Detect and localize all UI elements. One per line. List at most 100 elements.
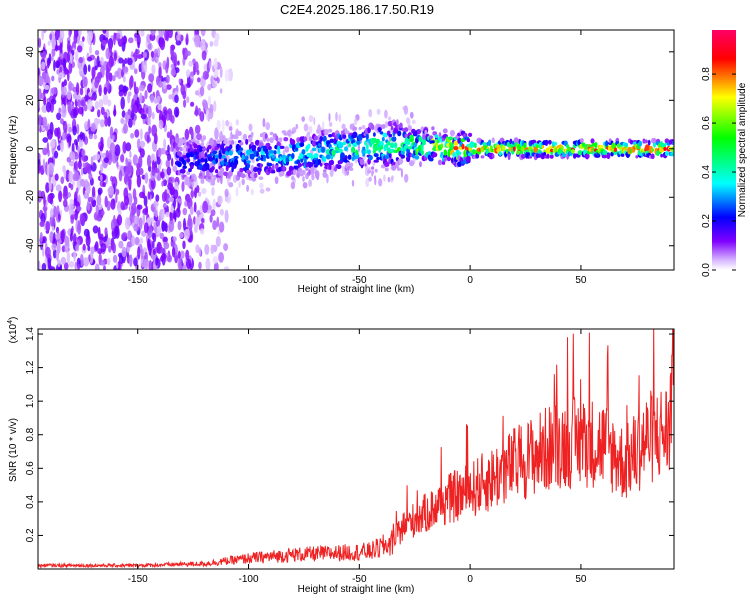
spectrogram-noise-cell — [56, 127, 61, 140]
spectrogram-noise-cell — [145, 205, 149, 215]
spectrogram-ridge-cell — [207, 145, 212, 150]
spectrogram-ridge-cell — [414, 155, 420, 160]
spectrogram-y-tick-label: -40 — [25, 238, 36, 253]
spectrogram-noise-cell — [87, 64, 91, 72]
spectrogram-noise-cell — [77, 160, 82, 170]
spectrogram-noise-cell — [80, 214, 86, 226]
spectrogram-noise-cell — [308, 125, 313, 134]
spectrogram-ridge-cell — [428, 157, 434, 162]
spectrogram-noise-cell — [98, 99, 104, 109]
spectrogram-ridge-cell — [417, 129, 421, 135]
spectrogram-noise-cell — [199, 86, 205, 97]
spectrogram-noise-cell — [78, 106, 84, 115]
spectrogram-ridge-cell — [273, 150, 277, 155]
spectrogram-noise-cell — [156, 243, 161, 252]
snr-x-tick-label: -50 — [352, 574, 367, 585]
spectrogram-noise-cell — [108, 185, 114, 196]
snr-y-tick-label: 0.4 — [25, 494, 36, 508]
spectrogram-noise-cell — [77, 222, 82, 235]
spectrogram-noise-cell — [45, 101, 52, 113]
spectrogram-noise-cell — [357, 143, 361, 153]
spectrogram-noise-cell — [59, 209, 63, 216]
spectrogram-noise-cell — [159, 37, 166, 51]
spectrogram-noise-cell — [77, 45, 83, 53]
spectrogram-ridge-cell — [349, 162, 354, 167]
snr-y-tick-label: 0.8 — [25, 427, 36, 441]
spectrogram-noise-cell — [47, 40, 51, 46]
spectrogram-noise-cell — [94, 263, 100, 270]
spectrogram-noise-cell — [84, 179, 89, 190]
spectrogram-noise-cell — [66, 89, 72, 101]
spectrogram-noise-cell — [199, 228, 205, 235]
spectrogram-ridge-cell — [303, 136, 308, 142]
spectrogram-ridge-cell — [420, 144, 424, 148]
snr-x-tick-label: 0 — [467, 574, 473, 585]
spectrogram-ridge-cell — [513, 137, 519, 145]
spectrogram-ridge-cell — [333, 166, 338, 172]
spectrogram-noise-cell — [51, 55, 54, 62]
spectrogram-noise-cell — [104, 227, 108, 236]
spectrogram-ridge-cell — [379, 145, 384, 150]
spectrogram-noise-cell — [373, 175, 377, 180]
spectrogram-ridge-cell — [660, 153, 663, 158]
spectrogram-ridge-cell — [300, 157, 304, 163]
spectrogram-ridge-cell — [513, 145, 516, 152]
spectrogram-ridge-cell — [318, 143, 321, 147]
spectrogram-noise-cell — [209, 103, 214, 114]
spectrogram-ridge-cell — [218, 152, 222, 160]
spectrogram-noise-cell — [224, 69, 230, 82]
spectrogram-noise-cell — [225, 119, 229, 127]
spectrogram-noise-cell — [99, 151, 103, 163]
spectrogram-noise-cell — [119, 31, 123, 40]
spectrogram-noise-cell — [87, 245, 91, 252]
spectrogram-noise-cell — [189, 206, 194, 215]
spectrogram-ridge-cell — [614, 147, 617, 152]
snr-multiplier-exp: 4 — [7, 320, 14, 324]
spectrogram-noise-cell — [308, 115, 314, 123]
spectrogram-ridge-cell — [269, 137, 274, 144]
spectrogram-noise-cell — [136, 54, 143, 59]
spectrogram-noise-cell — [45, 182, 50, 194]
spectrogram-noise-cell — [127, 176, 132, 188]
spectrogram-noise-cell — [44, 65, 48, 74]
spectrogram-ridge-cell — [296, 172, 301, 178]
spectrogram-ridge-cell — [302, 176, 305, 182]
spectrogram-noise-cell — [96, 194, 102, 206]
snr-y-tick-label: 1.4 — [25, 327, 36, 341]
spectrogram-noise-cell — [73, 139, 78, 146]
spectrogram-ridge-cell — [451, 142, 454, 148]
spectrogram-ridge-cell — [336, 164, 342, 170]
spectrogram-noise-cell — [129, 150, 132, 158]
spectrogram-ridge-cell — [367, 126, 371, 134]
spectrogram-ridge-cell — [278, 137, 283, 143]
spectrogram-ridge-cell — [297, 162, 302, 168]
spectrogram-ridge-cell — [420, 149, 424, 156]
spectrogram-noise-cell — [290, 181, 296, 190]
spectrogram-y-tick-label: 0 — [25, 146, 36, 152]
spectrogram-ridge-cell — [635, 155, 639, 159]
spectrogram-noise-cell — [211, 186, 215, 196]
spectrogram-noise-cell — [102, 174, 107, 181]
spectrogram-noise-cell — [335, 111, 338, 122]
spectrogram-noise-cell — [49, 101, 55, 113]
spectrogram-noise-cell — [121, 110, 126, 118]
spectrogram-noise-cell — [178, 78, 181, 84]
spectrogram-ridge-cell — [373, 132, 376, 137]
spectrogram-noise-cell — [38, 260, 41, 270]
spectrogram-ridge-cell — [179, 146, 183, 152]
spectrogram-noise-cell — [46, 129, 53, 140]
spectrogram-noise-cell — [62, 131, 66, 141]
spectrogram-noise-cell — [242, 148, 247, 153]
spectrogram-noise-cell — [167, 182, 173, 191]
spectrogram-noise-cell — [51, 36, 56, 50]
spectrogram-noise-cell — [341, 123, 346, 130]
spectrogram-noise-cell — [250, 188, 254, 196]
colorbar-tick-label: 0.2 — [701, 214, 712, 228]
spectrogram-noise-cell — [142, 213, 145, 226]
spectrogram-ridge-cell — [409, 134, 414, 139]
spectrogram-noise-cell — [207, 113, 210, 122]
spectrogram-ridge-cell — [214, 154, 219, 161]
spectrogram-ridge-cell — [189, 164, 194, 170]
spectrogram-noise-cell — [265, 122, 271, 131]
spectrogram-ridge-cell — [550, 148, 554, 153]
